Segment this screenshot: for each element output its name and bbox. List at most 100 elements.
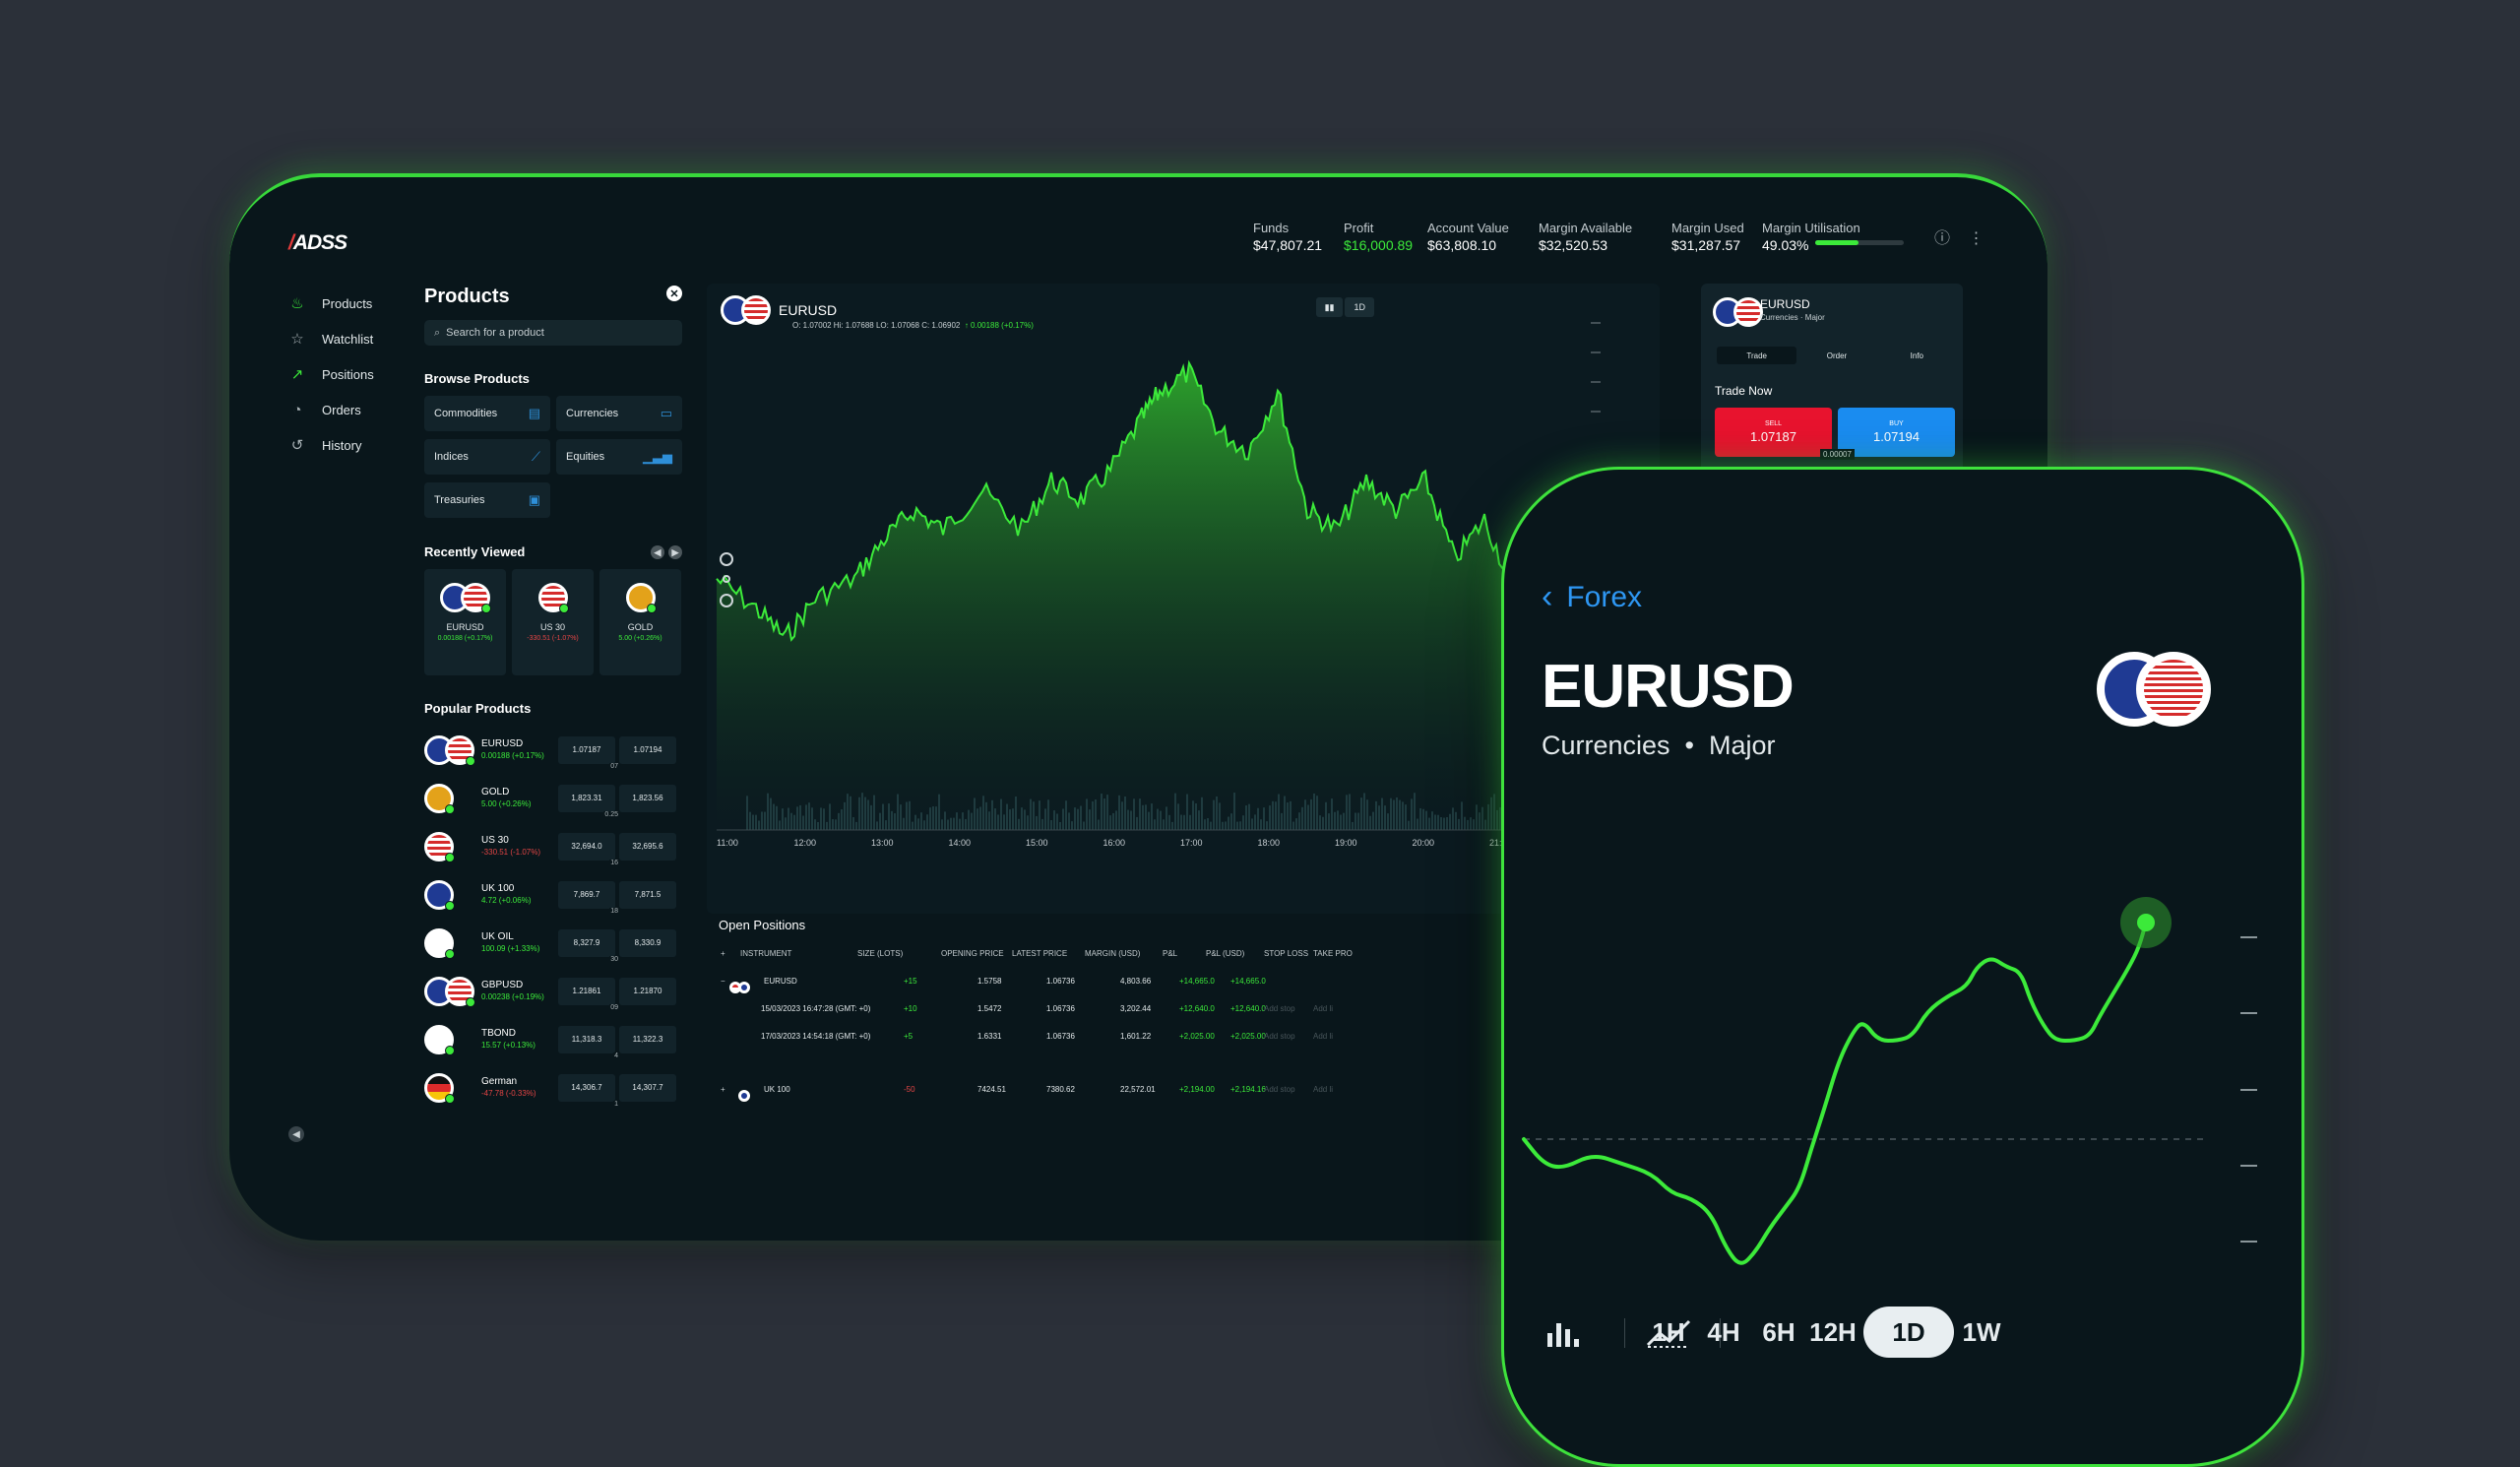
recent-card[interactable]: EURUSD 0.00188 (+0.17%)	[424, 569, 506, 675]
recent-card[interactable]: US 30 -330.51 (-1.07%)	[512, 569, 594, 675]
popular-row[interactable]: UK 100 4.72 (+0.06%) 7,869.7 18 7,871.5	[424, 870, 682, 919]
timeframe-1h[interactable]: 1H	[1652, 1316, 1685, 1347]
bid-price-button[interactable]: 1.07187 07	[558, 735, 619, 770]
bid-price-button[interactable]: 7,869.7 18	[558, 880, 619, 915]
volume-bar	[1033, 801, 1035, 830]
table-row[interactable]: + UK 100 -50 7424.51 7380.62 22,572.01 +2,194.…	[707, 1085, 1691, 1102]
ask-price-button[interactable]: 11,322.3	[619, 1025, 676, 1053]
popular-row[interactable]: GOLD 5.00 (+0.26%) 1,823.31 0.25 1,823.56	[424, 774, 682, 822]
volume-bar	[1228, 816, 1229, 830]
bid-price-button[interactable]: 8,327.9 30	[558, 928, 619, 963]
ask-price-button[interactable]: 14,307.7	[619, 1073, 676, 1102]
cell-sl[interactable]: Add stop	[1264, 1032, 1295, 1041]
timeframe-1d[interactable]: 1D	[1863, 1307, 1954, 1358]
back-button[interactable]: ‹ Forex	[1542, 578, 1643, 615]
volume-bar	[1278, 794, 1280, 830]
tab-trade[interactable]: Trade	[1717, 347, 1797, 364]
status-dot	[445, 900, 455, 911]
volume-bar	[850, 796, 851, 830]
popular-row[interactable]: TBOND 15.57 (+0.13%) 11,318.3 4 11,322.3	[424, 1015, 682, 1063]
mobile-price-chart[interactable]	[1504, 775, 2301, 1287]
price-chart[interactable]: 11:00 12:00 13:00 14:00 15:00 16:00 17:00 18:00…	[707, 284, 1660, 914]
sell-button[interactable]: SELL 1.07187	[1715, 408, 1832, 457]
ask-price-button[interactable]: 8,330.9	[619, 928, 676, 957]
cell-sl[interactable]: Add stop	[1264, 1004, 1295, 1013]
chart-tool-icon[interactable]	[720, 594, 733, 607]
volume-bar	[1222, 821, 1224, 830]
recent-card[interactable]: GOLD 5.00 (+0.26%)	[599, 569, 681, 675]
sidebar-item-watchlist[interactable]: ☆ Watchlist	[288, 321, 374, 356]
ask-price-button[interactable]: 7,871.5	[619, 880, 676, 909]
browse-equities[interactable]: Equities ▁▃▅	[556, 439, 682, 475]
volume-bar	[1381, 797, 1383, 830]
browse-treasuries[interactable]: Treasuries ▣	[424, 482, 550, 518]
timeframe-6h[interactable]: 6H	[1762, 1316, 1796, 1347]
sidebar-item-orders[interactable]: ◔ Orders	[288, 392, 374, 427]
sidebar-item-history[interactable]: ↺ History	[288, 427, 374, 463]
table-row[interactable]: − EURUSD +15 1.5758 1.06736 4,803.66 +14,665.0…	[707, 977, 1691, 993]
browse-currencies[interactable]: Currencies ▭	[556, 396, 682, 431]
more-icon[interactable]: ⋮	[1968, 230, 1984, 247]
popular-row[interactable]: GBPUSD 0.00238 (+0.19%) 1.21861 09 1.21870	[424, 967, 682, 1015]
bid-price-button[interactable]: 32,694.0 16	[558, 832, 619, 866]
volume-bar	[950, 817, 952, 830]
chart-type-button[interactable]: ▮▮	[1315, 297, 1344, 317]
row-toggle[interactable]: +	[721, 1085, 725, 1094]
collapse-sidebar-button[interactable]: ◀	[288, 1126, 304, 1142]
drawing-tools-icon[interactable]	[1644, 1307, 1693, 1358]
volume-bar	[1275, 801, 1277, 830]
mobile-flags	[2097, 652, 2211, 727]
ask-price-button[interactable]: 1.07194	[619, 735, 676, 764]
ask-price-button[interactable]: 32,695.6	[619, 832, 676, 861]
bid-price-button[interactable]: 1,823.31 0.25	[558, 784, 619, 818]
table-row[interactable]: 17/03/2023 14:54:18 (GMT: +0) +5 1.6331 1.0…	[707, 1032, 1691, 1046]
tab-order[interactable]: Order	[1826, 351, 1848, 360]
cell-tp[interactable]: Add li	[1313, 1004, 1334, 1013]
expand-all-icon[interactable]: +	[721, 949, 725, 958]
browse-indices[interactable]: Indices ⟋	[424, 439, 550, 475]
table-row[interactable]: 15/03/2023 16:47:28 (GMT: +0) +10 1.5472 1.…	[707, 1004, 1691, 1018]
timeframe-1w[interactable]: 1W	[1962, 1316, 2001, 1347]
bid-price-button[interactable]: 1.21861 09	[558, 977, 619, 1011]
volume-bar	[1121, 801, 1123, 830]
popular-row[interactable]: German -47.78 (-0.33%) 14,306.7 1 14,307.7	[424, 1063, 682, 1112]
ask-price-button[interactable]: 1.21870	[619, 977, 676, 1005]
treasuries-icon: ▣	[528, 492, 540, 507]
tab-info[interactable]: Info	[1910, 351, 1923, 360]
buy-button[interactable]: BUY 1.07194	[1838, 408, 1955, 457]
cell-tp[interactable]: Add li	[1313, 1032, 1334, 1041]
close-panel-button[interactable]: ✕	[666, 286, 682, 301]
browse-commodities[interactable]: Commodities ▤	[424, 396, 550, 431]
chart-tool-icon[interactable]	[723, 575, 730, 583]
cell-sl[interactable]: Add stop	[1264, 1085, 1295, 1094]
ask-price-button[interactable]: 1,823.56	[619, 784, 676, 812]
uk-flag-icon	[738, 1090, 750, 1102]
timeframe-12h[interactable]: 12H	[1809, 1316, 1857, 1347]
info-icon[interactable]: ⓘ	[1934, 230, 1951, 247]
trade-subtitle: Currencies · Major	[1760, 313, 1825, 322]
timeframe-4h[interactable]: 4H	[1707, 1316, 1740, 1347]
gold-flag-icon	[424, 783, 454, 813]
chart-tool-icon[interactable]	[720, 552, 733, 566]
cell-tp[interactable]: Add li	[1313, 1085, 1334, 1094]
volume-bar	[1493, 794, 1495, 830]
price-area	[717, 362, 1660, 830]
volume-bar	[1003, 814, 1005, 830]
next-arrow-icon[interactable]: ▶	[668, 545, 682, 559]
popular-row[interactable]: EURUSD 0.00188 (+0.17%) 1.07187 07 1.07194	[424, 726, 682, 774]
bid-price-button[interactable]: 11,318.3 4	[558, 1025, 619, 1059]
volume-bar	[1062, 808, 1064, 830]
search-input[interactable]: ⌕ Search for a product	[424, 320, 682, 346]
timeframe-button[interactable]: 1D	[1345, 297, 1374, 317]
popular-row[interactable]: US 30 -330.51 (-1.07%) 32,694.0 16 32,695.6	[424, 822, 682, 870]
recently-viewed-heading: Recently Viewed ◀ ▶	[424, 543, 682, 559]
bar-chart-icon[interactable]	[1544, 1307, 1587, 1358]
row-toggle[interactable]: −	[721, 977, 725, 986]
sidebar-item-positions[interactable]: ↗ Positions	[288, 356, 374, 392]
prev-arrow-icon[interactable]: ◀	[651, 545, 664, 559]
popular-row[interactable]: UK OIL 100.09 (+1.33%) 8,327.9 30 8,330.9	[424, 919, 682, 967]
column-header: INSTRUMENT	[740, 949, 792, 958]
bid-price-button[interactable]: 14,306.7 1	[558, 1073, 619, 1108]
trade-now-heading: Trade Now	[1715, 384, 1773, 398]
sidebar-item-products[interactable]: ♨ Products	[288, 286, 374, 321]
